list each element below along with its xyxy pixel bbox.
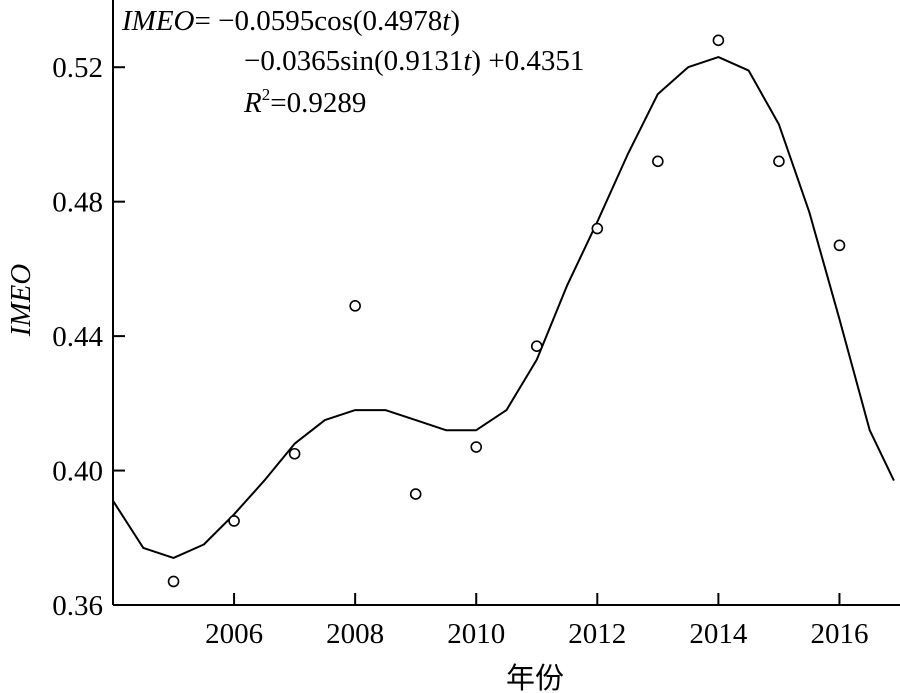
data-point (470, 441, 483, 453)
equation-lhs: IMEO (121, 5, 195, 37)
equation-t-2: t (463, 45, 472, 77)
data-point (530, 340, 543, 352)
data-point (228, 515, 240, 527)
x-tick-label: 2016 (810, 618, 868, 650)
x-tick-label: 2010 (447, 618, 505, 650)
data-point (712, 34, 725, 47)
data-points-group (167, 34, 846, 588)
data-point (349, 300, 361, 312)
r-squared-value: =0.9289 (270, 87, 366, 119)
y-tick-label: 0.48 (52, 187, 103, 219)
equation-line-1: IMEO= −0.0595cos(0.4978t) (121, 5, 460, 37)
data-point (167, 575, 180, 588)
x-axis-label: 年份 (506, 661, 564, 693)
data-point (591, 222, 604, 235)
y-tick-label: 0.36 (52, 590, 103, 622)
r-superscript: 2 (262, 85, 271, 104)
data-point (833, 239, 846, 252)
equation-constant: ) +0.4351 (471, 45, 584, 77)
fit-curve-group (112, 56, 895, 559)
x-tick-label: 2012 (568, 618, 626, 650)
data-point (288, 447, 301, 460)
y-ticks: 0.36 0.40 0.44 0.48 0.52 (52, 52, 125, 622)
equation-sin-term: −0.0365sin(0.9131 (244, 45, 463, 77)
x-tick-label: 2014 (689, 618, 748, 650)
y-tick-label: 0.52 (52, 52, 103, 84)
x-ticks: 2006 2008 2010 2012 2014 2016 (205, 593, 868, 650)
r-squared-line: R2=0.9289 (243, 85, 366, 119)
y-tick-label: 0.40 (52, 456, 103, 488)
data-point (409, 488, 422, 500)
y-tick-label: 0.44 (52, 321, 103, 353)
x-tick-label: 2008 (326, 618, 384, 650)
data-point (652, 155, 664, 168)
fit-curve (112, 56, 895, 559)
r-letter: R (243, 87, 262, 119)
equation-t-1: t (442, 5, 451, 37)
equation-close-1: ) (450, 5, 460, 37)
x-tick-label: 2006 (205, 618, 263, 650)
data-point (773, 155, 785, 168)
equation-cos-term: = −0.0595cos(0.4978 (194, 5, 442, 37)
y-axis-label: IMEO (5, 264, 37, 338)
equation-line-2: −0.0365sin(0.9131t) +0.4351 (244, 45, 584, 77)
